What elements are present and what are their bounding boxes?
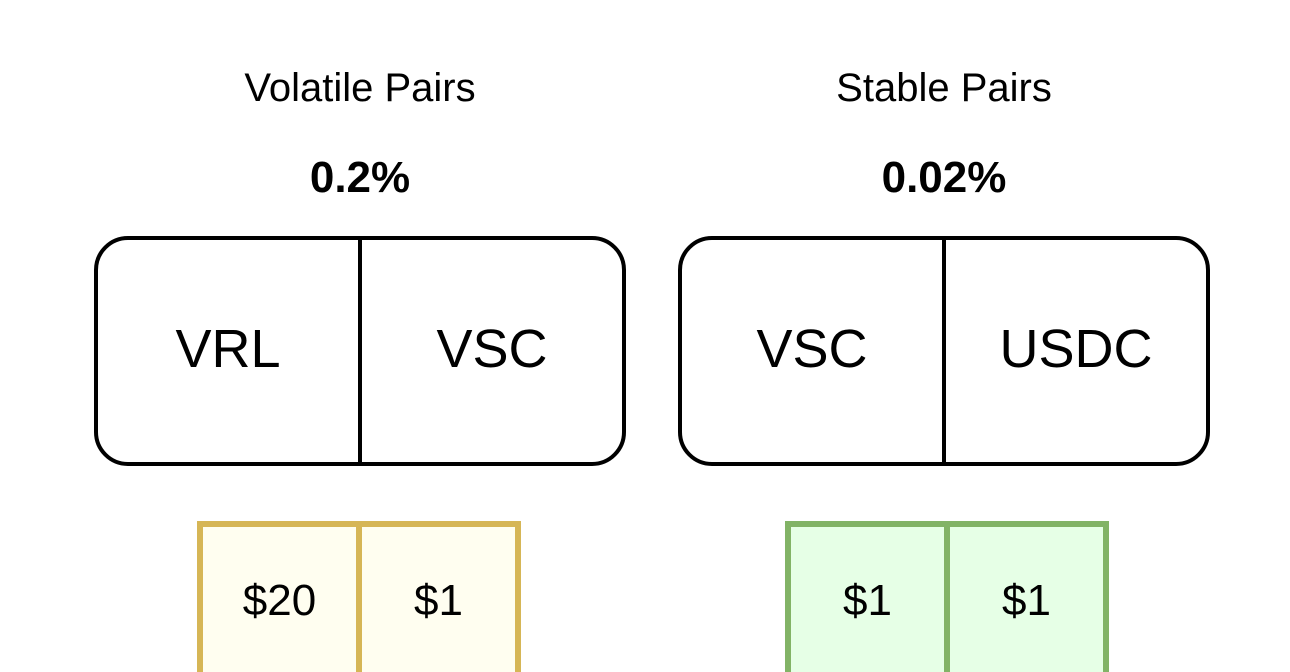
stable-pairs-group: Stable Pairs 0.02% VSC USDC $1 $1 bbox=[678, 0, 1210, 672]
stable-price-vsc: $1 bbox=[843, 575, 892, 625]
volatile-price-box: $20 $1 bbox=[197, 521, 521, 672]
volatile-pairs-group: Volatile Pairs 0.2% VRL VSC $20 $1 bbox=[94, 0, 626, 672]
stable-pair-box: VSC USDC bbox=[678, 236, 1210, 466]
volatile-price-vsc: $1 bbox=[356, 527, 515, 672]
stable-pairs-title: Stable Pairs bbox=[836, 66, 1052, 110]
volatile-token-vrl: VRL bbox=[175, 319, 281, 379]
stable-price-usdc: $1 bbox=[944, 527, 1103, 672]
volatile-price-vrl: $20 bbox=[242, 575, 317, 625]
volatile-pairs-fee: 0.2% bbox=[309, 153, 411, 202]
stable-token-usdc: USDC bbox=[942, 240, 1206, 462]
stable-pairs-fee: 0.02% bbox=[881, 153, 1007, 202]
volatile-pair-box: VRL VSC bbox=[94, 236, 626, 466]
volatile-token-vsc: VSC bbox=[358, 240, 622, 462]
stable-token-vsc: VSC bbox=[756, 319, 868, 379]
stable-price-box: $1 $1 bbox=[785, 521, 1109, 672]
volatile-pairs-title: Volatile Pairs bbox=[244, 66, 476, 110]
